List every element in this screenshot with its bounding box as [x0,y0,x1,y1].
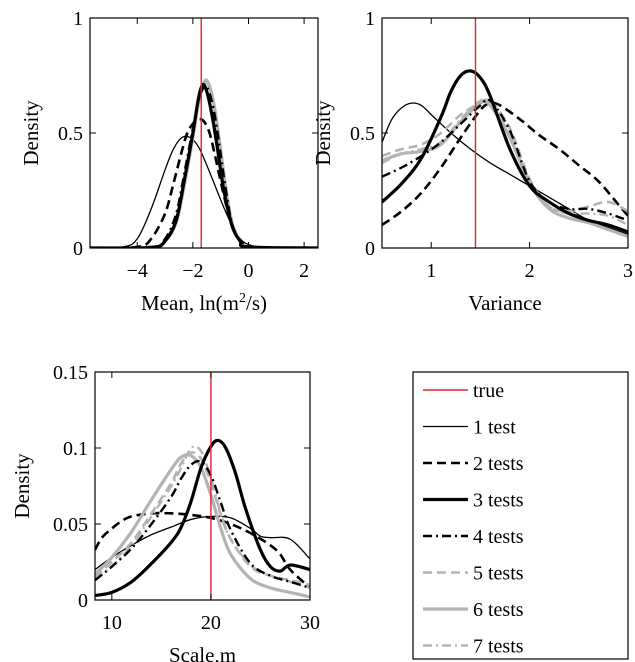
scale-ytick-label: 0.1 [63,438,88,460]
scale-series-1 [95,515,310,571]
variance-x-axis-label: Variance [468,291,541,315]
variance-xtick-label: 2 [525,260,535,282]
legend-item: 6 tests [423,599,524,621]
mean-ytick-label: 0.5 [58,123,83,145]
mean-series-1 [90,135,318,248]
scale-plot-area [95,372,310,600]
legend-item: 1 test [423,417,516,439]
scale-series-7 [95,445,310,589]
scale-x-axis-label: Scale,m [169,643,236,662]
mean-ytick-label: 0 [73,238,83,260]
variance-xtick-label: 3 [623,260,633,282]
legend-label: 3 tests [473,490,524,512]
legend-item: 4 tests [423,526,524,548]
scale-series-5 [95,451,310,587]
scale-ytick-label: 0 [78,590,88,612]
variance-ytick-label: 1 [365,8,375,30]
scale-ytick-label: 0.05 [53,514,88,536]
mean-series-6 [90,78,318,248]
mean-xtick-label: 0 [243,260,253,282]
variance-density-panel: 1 2 3 0 0.5 1 Variance Density [311,8,633,315]
mean-y-axis-label: Density [19,100,43,166]
mean-series-3 [90,82,318,248]
mean-ytick-label: 1 [73,8,83,30]
mean-series-7 [90,78,318,248]
legend-item: 7 tests [423,636,524,658]
mean-x-axis-label: Mean, ln(m2/s) [141,291,267,315]
scale-xtick-label: 20 [201,612,221,634]
variance-series-3 [382,69,628,234]
variance-series-5 [382,97,628,213]
variance-ytick-label: 0 [365,238,375,260]
mean-series-4 [90,84,318,248]
scale-xtick-label: 10 [102,612,122,634]
mean-axes-frame [89,17,319,249]
legend-item: true [423,380,504,402]
legend-label: true [473,380,504,402]
legend-label: 7 tests [473,636,524,658]
legend-item: 5 tests [423,563,524,585]
scale-xtick-label: 30 [300,612,320,634]
legend-label: 5 tests [473,563,524,585]
mean-xtick-label: −2 [182,260,203,282]
variance-ytick-label: 0.5 [350,123,375,145]
mean-plot-area [90,18,318,248]
scale-density-panel: 10 20 30 0 0.05 0.1 0.15 Scale,m Density [10,362,320,662]
legend: true 1 test 2 tests 3 tests 4 tests 5 tests 6 … [412,371,629,660]
variance-y-axis-label: Density [311,100,335,166]
mean-density-panel: −4 −2 0 2 0 0.5 1 Mean, ln(m2/s) Density [19,8,319,315]
mean-xtick-label: 2 [299,260,309,282]
legend-item: 2 tests [423,453,524,475]
legend-item: 3 tests [423,490,524,512]
variance-series-1 [382,102,628,235]
legend-label: 4 tests [473,526,524,548]
legend-box [412,371,629,660]
mean-series-5 [90,80,318,248]
legend-label: 2 tests [473,453,524,475]
mean-series-2 [90,117,318,248]
mean-xtick-label: −4 [127,260,148,282]
scale-y-axis-label: Density [10,453,34,519]
variance-plot-area [382,18,628,248]
variance-xtick-label: 1 [426,260,436,282]
legend-label: 1 test [473,417,516,439]
scale-series-3 [95,438,310,598]
scale-series-4 [95,459,310,589]
scale-series-6 [95,453,310,599]
scale-axes-frame [94,371,311,601]
legend-label: 6 tests [473,599,524,621]
scale-series-2 [95,511,310,589]
variance-series-7 [382,97,628,227]
scale-ytick-label: 0.15 [53,362,88,384]
variance-series-2 [382,101,628,227]
